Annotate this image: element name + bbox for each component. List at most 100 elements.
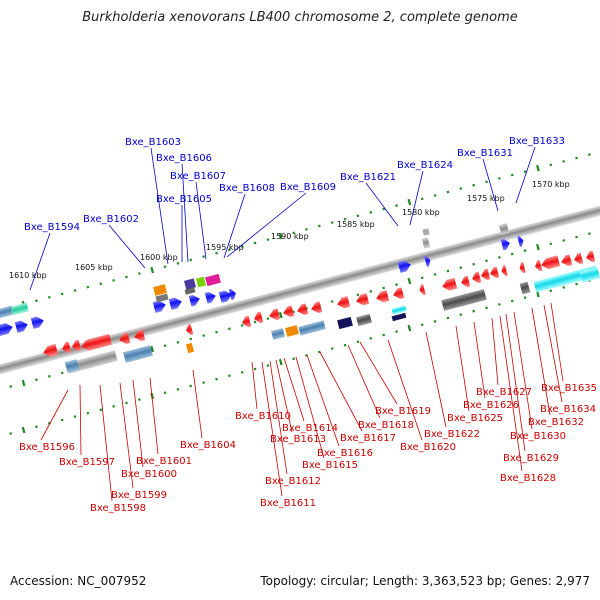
scale-label: 1590 kbp xyxy=(271,232,309,241)
scale-label: 1610 kbp xyxy=(9,271,47,280)
feature-block xyxy=(184,278,196,290)
reverse-gene xyxy=(501,265,508,277)
reverse-gene xyxy=(337,296,351,309)
reverse-gene-label: Bxe_B1598 xyxy=(90,503,146,514)
reverse-gene xyxy=(81,333,112,351)
leader-line xyxy=(409,170,424,226)
forward-gene xyxy=(204,291,216,304)
forward-gene xyxy=(424,255,431,267)
leader-line xyxy=(108,224,146,269)
reverse-gene-label: Bxe_B1615 xyxy=(302,460,358,471)
leader-line xyxy=(223,193,246,259)
reverse-gene-label: Bxe_B1614 xyxy=(282,423,338,434)
feature-block xyxy=(498,223,510,235)
leader-line xyxy=(29,232,51,291)
reverse-gene xyxy=(356,293,370,306)
feature-block xyxy=(185,342,195,354)
feature-block xyxy=(64,359,80,373)
reverse-gene xyxy=(62,341,72,354)
topology-text: Topology: circular; Length: 3,363,523 bp… xyxy=(260,574,590,588)
scale-label: 1575 kbp xyxy=(467,194,505,203)
feature-block xyxy=(66,350,118,374)
scale-track-top xyxy=(9,153,591,309)
leader-line xyxy=(306,354,340,447)
reverse-gene-label: Bxe_B1618 xyxy=(358,420,414,431)
forward-gene xyxy=(517,235,524,247)
reverse-gene-label: Bxe_B1622 xyxy=(424,429,480,440)
scale-label: 1580 kbp xyxy=(402,208,440,217)
reverse-gene xyxy=(586,250,596,263)
reverse-gene xyxy=(461,275,471,288)
forward-gene-label: Bxe_B1609 xyxy=(280,182,336,193)
reverse-gene xyxy=(186,323,194,336)
reverse-gene-label: Bxe_B1625 xyxy=(447,413,503,424)
leader-line xyxy=(473,321,486,399)
reverse-gene-label: Bxe_B1629 xyxy=(503,453,559,464)
forward-gene xyxy=(30,316,44,329)
feature-block xyxy=(155,293,169,303)
leader-line xyxy=(365,182,399,227)
feature-block xyxy=(356,313,372,327)
reverse-gene xyxy=(254,311,264,324)
reverse-gene-label: Bxe_B1610 xyxy=(235,411,291,422)
leader-line xyxy=(79,384,82,456)
reverse-gene xyxy=(393,287,405,300)
reverse-gene-label: Bxe_B1600 xyxy=(121,469,177,480)
reverse-gene xyxy=(242,315,252,328)
reverse-gene-label: Bxe_B1612 xyxy=(265,476,321,487)
reverse-gene xyxy=(297,303,309,316)
forward-gene xyxy=(168,297,182,310)
leader-line xyxy=(181,163,189,263)
reverse-gene-label: Bxe_B1597 xyxy=(59,457,115,468)
leader-line xyxy=(543,304,563,403)
leader-line xyxy=(40,389,69,441)
reverse-gene xyxy=(561,254,573,267)
feature-block xyxy=(298,320,326,336)
scale-label: 1570 kbp xyxy=(532,180,570,189)
leader-line xyxy=(505,313,526,452)
reverse-gene xyxy=(43,343,59,357)
reverse-gene xyxy=(134,329,146,342)
leader-line xyxy=(192,369,203,439)
reverse-gene xyxy=(519,262,526,274)
forward-gene xyxy=(14,320,28,333)
reverse-gene-label: Bxe_B1634 xyxy=(540,404,596,415)
reverse-gene-label: Bxe_B1617 xyxy=(340,433,396,444)
leader-line xyxy=(283,357,305,422)
scale-label: 1605 kbp xyxy=(75,263,113,272)
leader-line xyxy=(491,317,499,386)
leader-line xyxy=(499,315,523,472)
leader-line xyxy=(513,311,533,430)
feature-block xyxy=(421,237,431,249)
leader-line xyxy=(119,382,134,489)
reverse-gene xyxy=(311,301,323,314)
leader-line xyxy=(275,359,293,433)
leader-line xyxy=(482,158,499,212)
reverse-gene-label: Bxe_B1599 xyxy=(111,490,167,501)
forward-gene-label: Bxe_B1602 xyxy=(83,214,139,225)
forward-gene-label: Bxe_B1621 xyxy=(340,172,396,183)
feature-block xyxy=(391,305,407,315)
forward-gene-label: Bxe_B1608 xyxy=(219,183,275,194)
forward-gene xyxy=(188,294,200,307)
feature-block xyxy=(153,284,167,296)
leader-line xyxy=(261,361,283,497)
forward-gene-label: Bxe_B1606 xyxy=(156,153,212,164)
leader-line xyxy=(269,360,288,475)
leader-line xyxy=(387,339,423,441)
forward-gene xyxy=(500,238,510,251)
feature-block xyxy=(11,302,29,316)
leader-line xyxy=(550,302,564,382)
forward-gene xyxy=(228,288,236,301)
feature-block xyxy=(271,328,285,340)
reverse-gene xyxy=(119,332,131,345)
reverse-gene-label: Bxe_B1611 xyxy=(260,498,316,509)
leader-line xyxy=(195,181,207,260)
leader-line xyxy=(347,344,381,419)
reverse-gene-label: Bxe_B1620 xyxy=(400,442,456,453)
leader-line xyxy=(149,377,159,455)
reverse-gene xyxy=(269,308,281,321)
reverse-gene-label: Bxe_B1604 xyxy=(180,440,236,451)
leader-line xyxy=(515,146,536,204)
